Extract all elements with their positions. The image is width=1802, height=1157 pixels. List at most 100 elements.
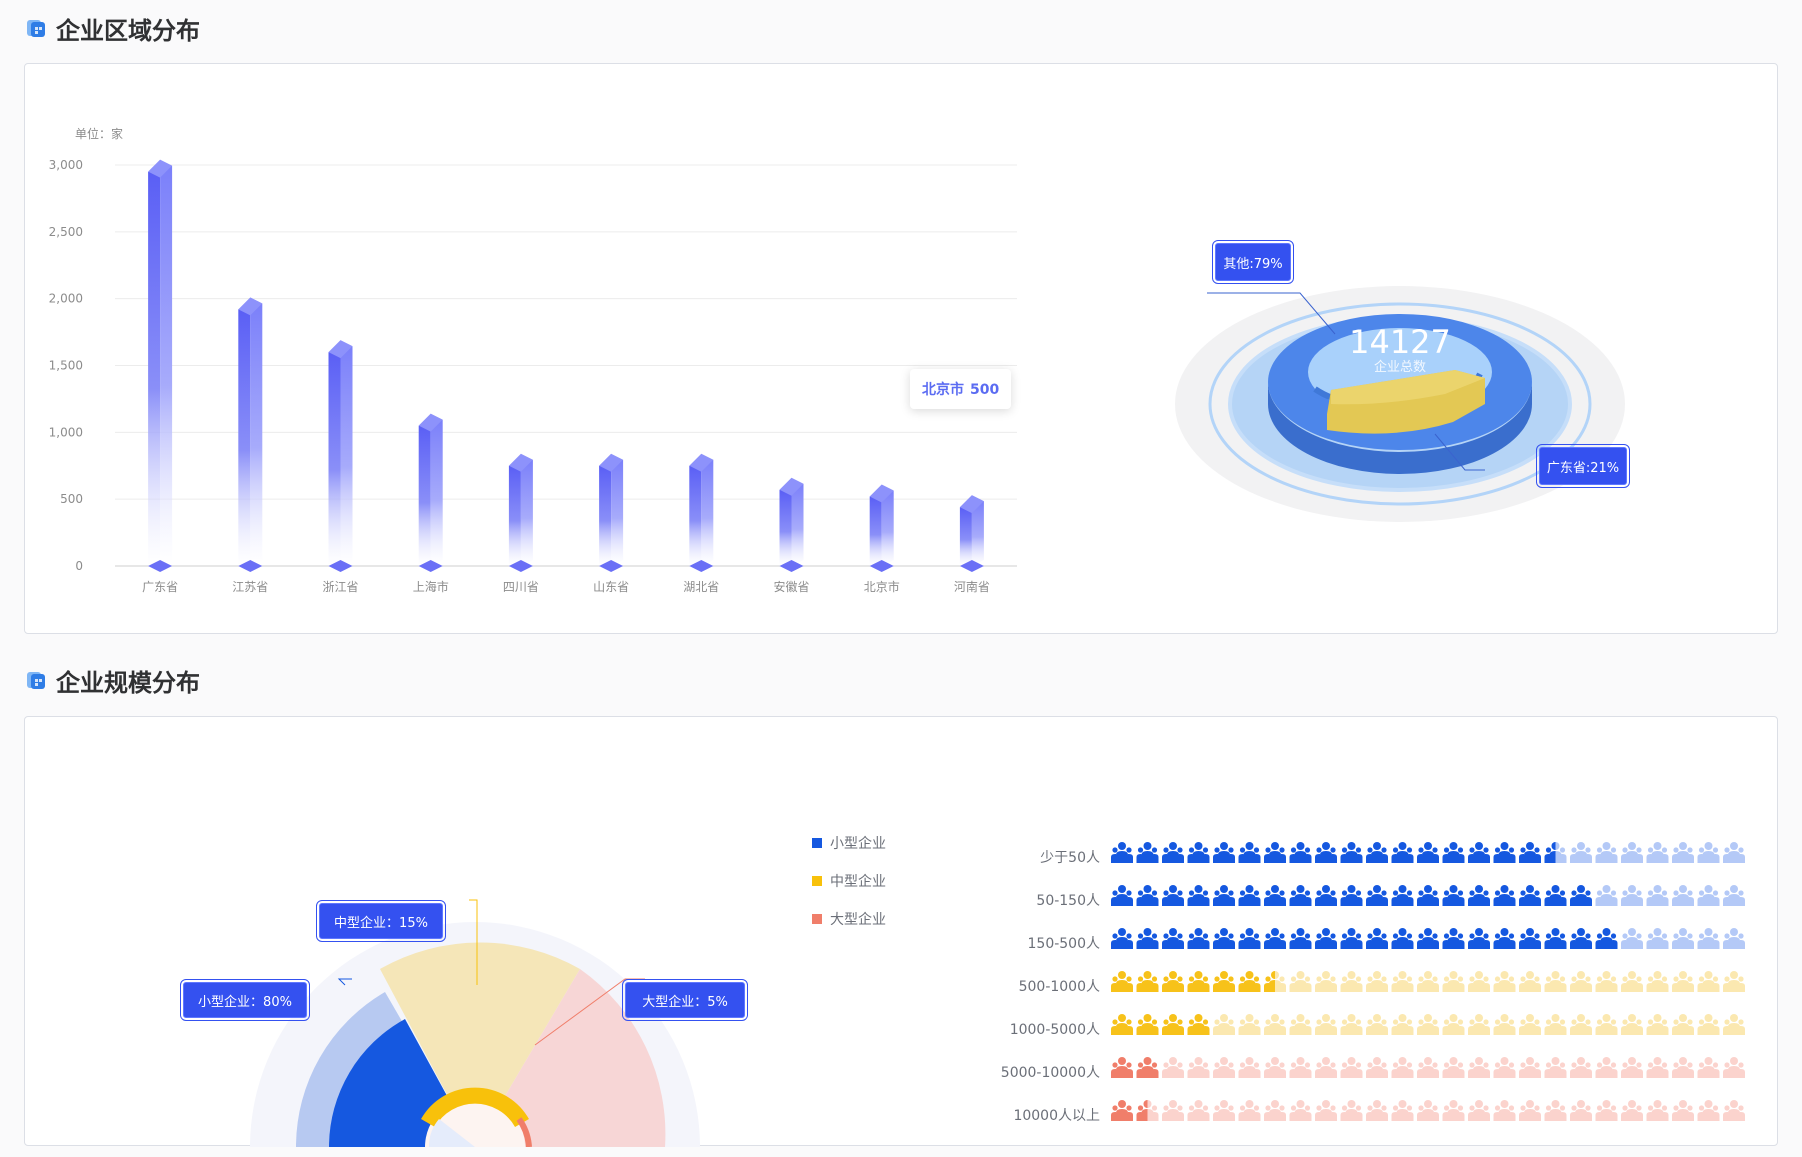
person-icon [1493, 885, 1516, 906]
rose-label-large: 大型企业：5% [622, 979, 748, 1021]
person-icon [1544, 1100, 1567, 1121]
person-icon [1723, 842, 1745, 863]
person-icon [1417, 1100, 1439, 1121]
person-icon [1417, 928, 1439, 949]
person-icon [1621, 1057, 1643, 1078]
pictorial-row-label: 50-150人 [1036, 893, 1100, 909]
person-icon [1289, 1057, 1312, 1078]
person-icon [1417, 1014, 1439, 1035]
donut-label-guangdong: 广东省:21% [1536, 444, 1630, 488]
bar[interactable] [599, 453, 624, 572]
bar[interactable] [959, 495, 984, 572]
person-icon [1340, 1057, 1363, 1078]
person-icon [1519, 1100, 1541, 1121]
person-icon [1442, 1100, 1465, 1121]
person-icon [1136, 1014, 1159, 1035]
person-icon [1417, 1057, 1439, 1078]
bar[interactable] [508, 453, 533, 572]
bar[interactable] [779, 477, 804, 572]
donut-total-label: 企业总数 [1373, 360, 1426, 375]
person-icon [1162, 885, 1184, 906]
person-icon [1595, 1057, 1618, 1078]
person-icon [1111, 885, 1133, 906]
person-icon [1213, 885, 1235, 906]
donut-total: 14127 [1349, 323, 1451, 361]
bar[interactable] [238, 297, 263, 572]
person-icon [1238, 1014, 1261, 1035]
person-icon [1340, 971, 1363, 992]
person-icon [1315, 1014, 1337, 1035]
person-icon [1595, 928, 1618, 949]
tooltip-value: 500 [970, 382, 1000, 398]
person-icon [1417, 842, 1439, 863]
person-icon [1111, 842, 1133, 863]
bar[interactable] [689, 453, 714, 572]
y-tick-label: 1,500 [49, 359, 83, 373]
person-icon [1391, 1100, 1414, 1121]
tooltip-category: 北京市 [922, 382, 964, 398]
person-icon [1493, 928, 1516, 949]
person-icon [1366, 971, 1388, 992]
pictorial-row-label: 少于50人 [1040, 850, 1100, 866]
person-icon [1442, 1057, 1465, 1078]
employee-size-pictorial-chart: 少于50人 50-150人 150-500人 500-1000人 1000-5000人 5… [1001, 842, 1745, 1124]
person-icon [1391, 1014, 1414, 1035]
region-section-title: 企业区域分布 [24, 8, 200, 48]
person-icon [1111, 928, 1133, 949]
person-icon [1697, 928, 1720, 949]
person-icon [1340, 842, 1363, 863]
person-icon [1697, 885, 1720, 906]
person-icon [1264, 885, 1286, 906]
person-icon [1187, 885, 1210, 906]
pictorial-row-label: 500-1000人 [1019, 979, 1100, 995]
person-icon [1621, 1100, 1643, 1121]
person-icon [1621, 971, 1643, 992]
person-icon [1162, 928, 1184, 949]
person-icon [1468, 1100, 1490, 1121]
person-icon [1493, 1014, 1516, 1035]
person-icon [1570, 971, 1592, 992]
person-icon [1213, 971, 1235, 992]
legend-item-large[interactable]: 大型企业 [812, 900, 886, 938]
legend-swatch [812, 838, 822, 848]
person-icon [1544, 928, 1567, 949]
y-tick-label: 2,500 [49, 225, 83, 239]
person-icon [1315, 971, 1337, 992]
legend-swatch [812, 876, 822, 886]
rose-label-medium: 中型企业：15% [316, 900, 446, 942]
person-icon [1493, 842, 1516, 863]
bar[interactable] [869, 484, 894, 572]
person-icon [1493, 971, 1516, 992]
rose-legend: 小型企业 中型企业 大型企业 [812, 824, 886, 938]
person-icon [1315, 1057, 1337, 1078]
legend-item-medium[interactable]: 中型企业 [812, 862, 886, 900]
person-icon [1672, 885, 1694, 906]
person-icon-partial [1264, 971, 1275, 992]
y-tick-label: 1,000 [49, 425, 83, 439]
person-icon [1136, 928, 1159, 949]
y-tick-label: 2,000 [49, 292, 83, 306]
x-tick-label: 山东省 [593, 580, 629, 594]
cube-icon [27, 672, 45, 689]
person-icon [1136, 885, 1159, 906]
y-tick-label: 500 [60, 492, 83, 506]
person-icon [1340, 1100, 1363, 1121]
person-icon [1519, 885, 1541, 906]
bar[interactable] [418, 413, 443, 572]
person-icon [1111, 971, 1133, 992]
person-icon [1468, 842, 1490, 863]
person-icon [1187, 842, 1210, 863]
person-icon [1595, 842, 1618, 863]
bar[interactable] [328, 340, 353, 572]
y-tick-label: 3,000 [49, 158, 83, 172]
x-tick-label: 四川省 [503, 580, 539, 594]
person-icon [1723, 1057, 1745, 1078]
bar[interactable] [148, 159, 173, 572]
bar-tooltip: 北京市 500 [910, 369, 1012, 409]
person-icon [1238, 928, 1261, 949]
person-icon [1519, 971, 1541, 992]
person-icon [1442, 842, 1465, 863]
person-icon [1391, 971, 1414, 992]
legend-item-small[interactable]: 小型企业 [812, 824, 886, 862]
person-icon [1723, 1014, 1745, 1035]
